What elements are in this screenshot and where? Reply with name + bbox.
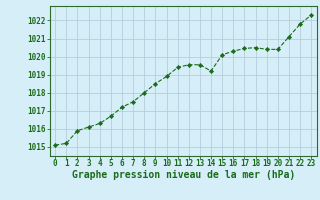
X-axis label: Graphe pression niveau de la mer (hPa): Graphe pression niveau de la mer (hPa) [72, 170, 295, 180]
